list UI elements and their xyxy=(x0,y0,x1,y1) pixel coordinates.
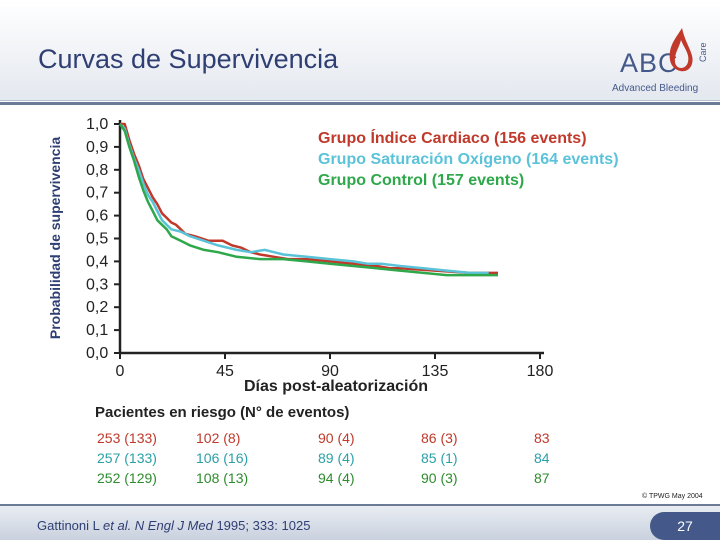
logo-subtitle: Advanced Bleeding xyxy=(612,83,699,94)
citation: Gattinoni L et al. N Engl J Med 1995; 33… xyxy=(37,518,310,533)
risk-cell: 83 xyxy=(534,430,550,446)
x-tick-label: 45 xyxy=(216,363,234,380)
x-tick-label: 180 xyxy=(527,363,554,380)
slide-title: Curvas de Supervivencia xyxy=(38,44,339,74)
survival-curve-3 xyxy=(118,123,498,277)
risk-cell: 85 (1) xyxy=(421,450,458,466)
citation-journal: et al. N Engl J Med xyxy=(103,518,213,533)
risk-cell: 253 (133) xyxy=(97,430,157,446)
x-axis-label: Días post-aleatorización xyxy=(244,378,428,395)
risk-cell: 89 (4) xyxy=(318,450,355,466)
risk-cell: 94 (4) xyxy=(318,470,355,486)
y-tick-label: 0,6 xyxy=(86,208,108,225)
risk-table-title: Pacientes en riesgo (N° de eventos) xyxy=(95,404,350,421)
y-tick-label: 0,9 xyxy=(86,139,108,156)
survival-curve-2 xyxy=(119,123,489,275)
page-number-badge: 27 xyxy=(650,512,720,540)
citation-volume: 1995; 333: 1025 xyxy=(212,518,311,533)
y-tick-label: 0,4 xyxy=(86,253,108,270)
risk-cell: 252 (129) xyxy=(97,470,157,486)
footer-band xyxy=(0,506,720,540)
x-tick-label: 0 xyxy=(116,363,125,380)
legend-entry-1: Grupo Índice Cardiaco (156 events) xyxy=(318,128,587,147)
header-divider xyxy=(0,102,720,105)
header-band xyxy=(0,0,720,100)
y-tick-label: 0,7 xyxy=(86,185,108,202)
risk-cell: 84 xyxy=(534,450,550,466)
header-divider-light xyxy=(0,100,720,101)
y-tick-label: 0,0 xyxy=(86,345,108,362)
y-tick-label: 0,3 xyxy=(86,276,108,293)
risk-cell: 90 (3) xyxy=(421,470,458,486)
risk-cell: 102 (8) xyxy=(196,430,241,446)
legend-entry-3: Grupo Control (157 events) xyxy=(318,172,524,189)
y-tick-label: 0,5 xyxy=(86,231,108,248)
legend-entry-2: Grupo Saturación Oxígeno (164 events) xyxy=(318,151,619,168)
copyright-text: © TPWG May 2004 xyxy=(642,493,703,500)
y-tick-label: 0,8 xyxy=(86,162,108,179)
x-tick-label: 90 xyxy=(321,363,339,380)
x-tick-label: 135 xyxy=(422,363,449,380)
risk-cell: 87 xyxy=(534,470,550,486)
survival-curve-1 xyxy=(120,122,498,275)
risk-cell: 106 (16) xyxy=(196,450,249,466)
y-tick-label: 1,0 xyxy=(86,116,108,133)
risk-cell: 86 (3) xyxy=(421,430,458,446)
logo-text: ABC xyxy=(620,48,679,78)
flame-icon xyxy=(669,28,693,72)
page-number: 27 xyxy=(677,518,693,534)
footer-divider xyxy=(0,504,720,506)
y-tick-label: 0,2 xyxy=(86,299,108,316)
y-tick-label: 0,1 xyxy=(86,322,108,339)
citation-authors: Gattinoni L xyxy=(37,518,104,533)
risk-cell: 108 (13) xyxy=(196,470,249,486)
risk-cell: 90 (4) xyxy=(318,430,355,446)
risk-cell: 257 (133) xyxy=(97,450,157,466)
